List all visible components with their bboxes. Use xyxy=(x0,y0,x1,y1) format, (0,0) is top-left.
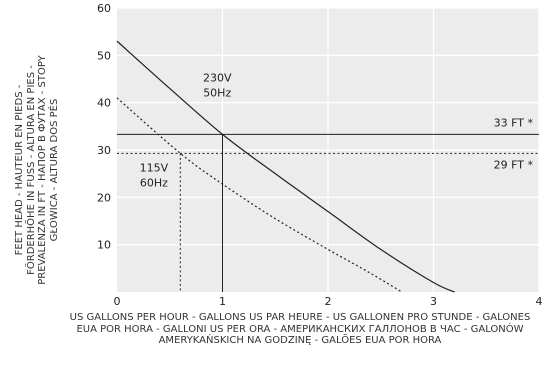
y-tick-label: 60 xyxy=(97,2,111,15)
y-axis-label: FEET HEAD - HAUTEUR EN PIEDS - FÖRDERHÖH… xyxy=(14,55,60,285)
reference-label: 33 FT * xyxy=(494,116,534,129)
series-annotation: 115V xyxy=(140,161,169,174)
y-tick-label: 40 xyxy=(97,97,111,110)
y-tick-label: 20 xyxy=(97,191,111,204)
x-tick-label: 4 xyxy=(536,295,543,308)
series-annotation: 50Hz xyxy=(203,86,231,99)
series-line xyxy=(116,97,403,293)
series-annotation: 230V xyxy=(203,71,232,84)
series-line xyxy=(116,40,455,293)
series-annotation: 60Hz xyxy=(140,176,168,189)
x-axis-label: US GALLONS PER HOUR - GALLONS US PAR HEU… xyxy=(69,312,531,346)
x-tick-label: 0 xyxy=(114,295,121,308)
x-tick-label: 2 xyxy=(325,295,332,308)
y-tick-label: 30 xyxy=(97,144,111,157)
x-tick-label: 1 xyxy=(219,295,226,308)
x-tick-label: 3 xyxy=(430,295,437,308)
y-tick-label: 10 xyxy=(97,239,111,252)
reference-label: 29 FT * xyxy=(494,158,534,171)
y-axis-label-wrap: FEET HEAD - HAUTEUR EN PIEDS - FÖRDERHÖH… xyxy=(2,50,72,290)
y-tick-label: 50 xyxy=(97,49,111,62)
